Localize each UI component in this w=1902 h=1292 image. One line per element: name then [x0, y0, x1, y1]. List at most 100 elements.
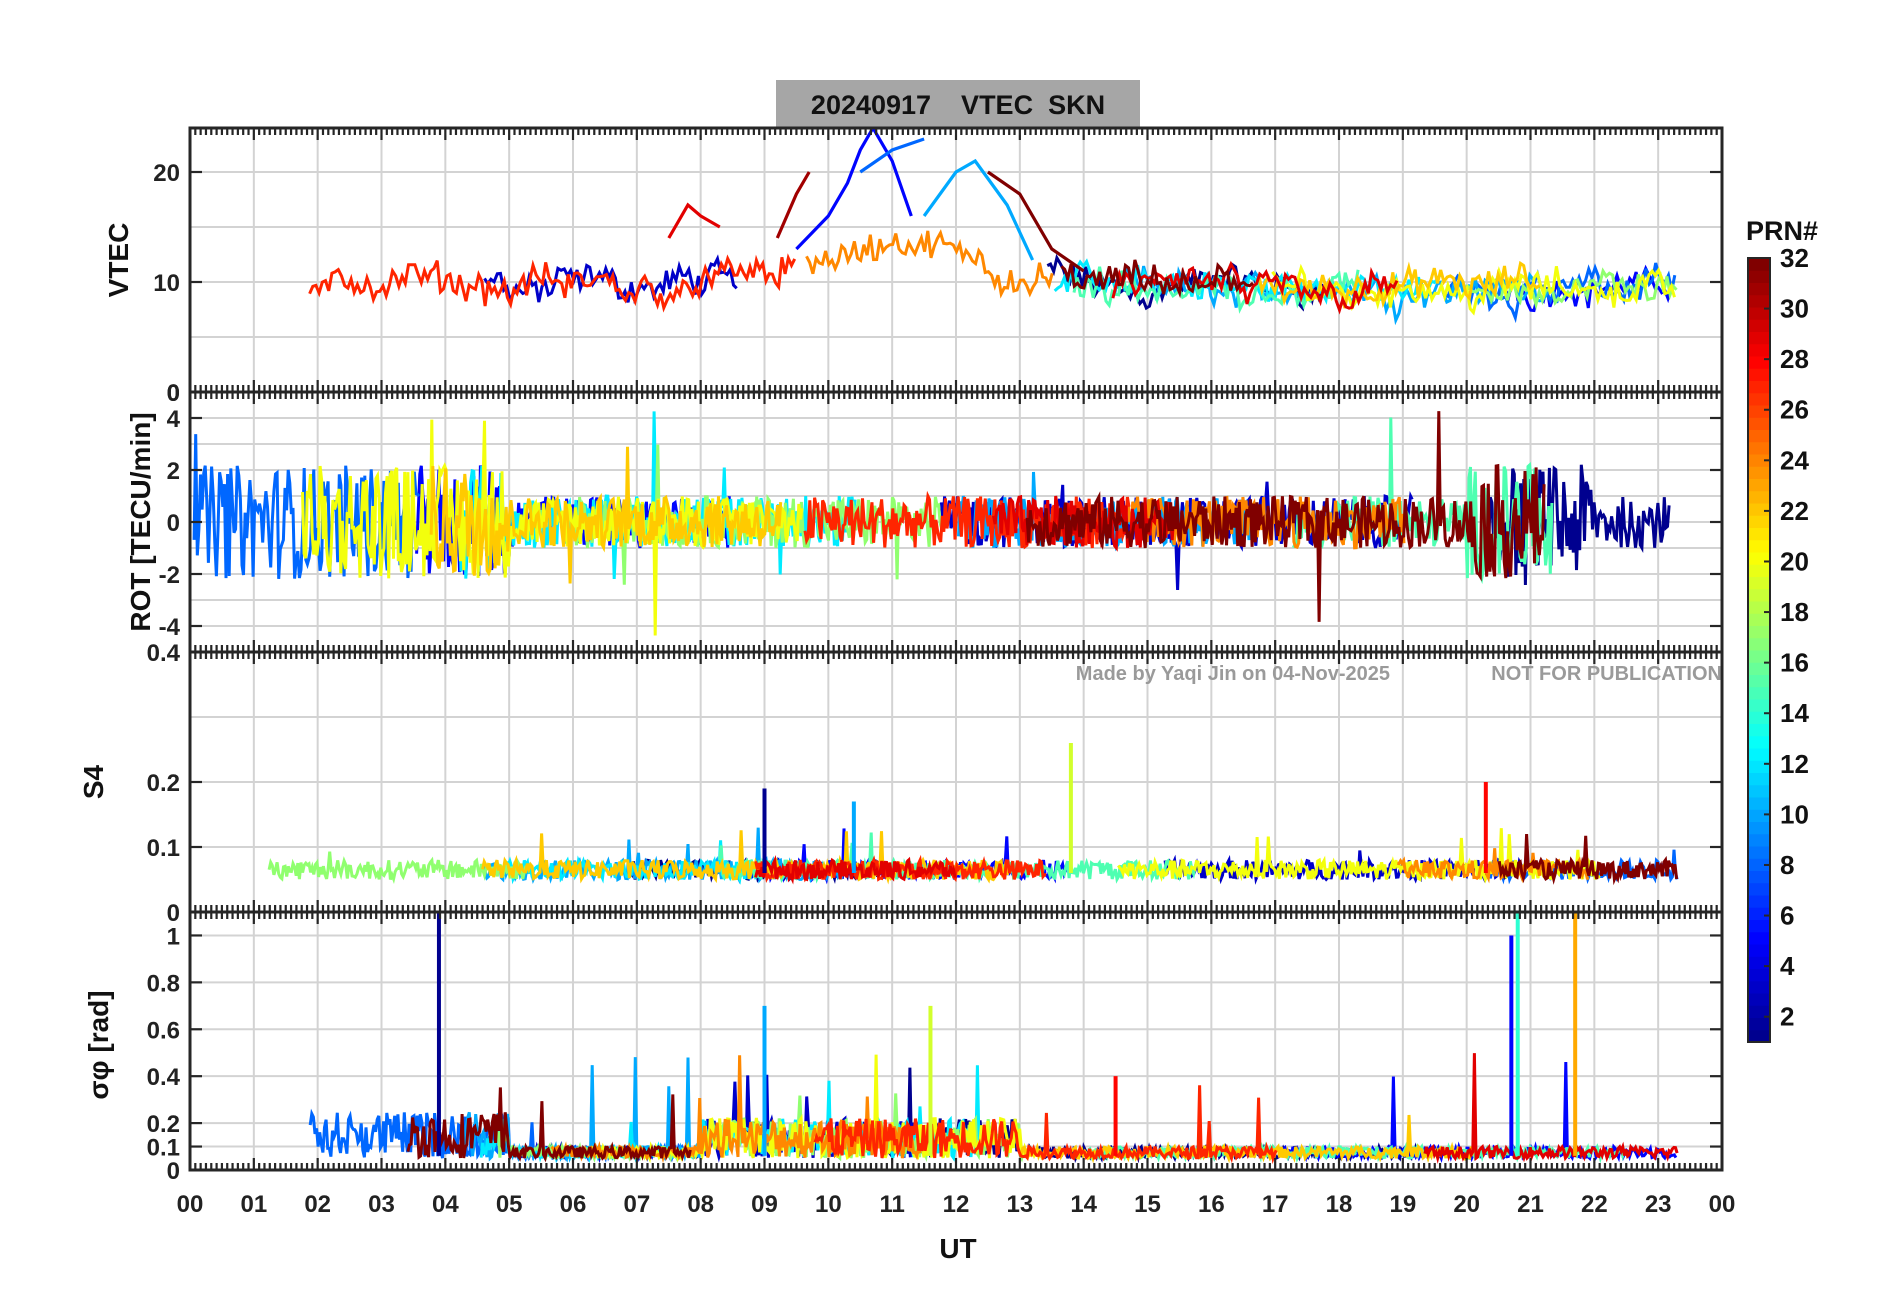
- colorbar-segment: [1748, 307, 1770, 320]
- colorbar-segment: [1748, 539, 1770, 553]
- colorbar-tick-label: 12: [1780, 749, 1809, 779]
- colorbar-segment: [1748, 895, 1770, 908]
- colorbar-segment: [1748, 882, 1770, 896]
- prn-trace: [308, 253, 797, 313]
- colorbar-tick-label: 6: [1780, 901, 1794, 931]
- y-tick-label: 0: [167, 1158, 180, 1185]
- x-tick-label: 17: [1262, 1191, 1289, 1218]
- colorbar-segment: [1748, 674, 1770, 688]
- prn-trace: [301, 419, 804, 636]
- data-traces: [308, 912, 1679, 1165]
- colorbar-tick-label: 24: [1780, 445, 1809, 475]
- prn-trace: [267, 851, 528, 885]
- colorbar-segment: [1748, 637, 1770, 651]
- x-tick-label: 22: [1581, 1191, 1608, 1218]
- x-tick-label: 16: [1198, 1191, 1225, 1218]
- x-tick-label: 01: [240, 1191, 267, 1218]
- x-tick-label: 09: [751, 1191, 778, 1218]
- colorbar-segment: [1748, 944, 1770, 957]
- colorbar-segment: [1748, 821, 1770, 835]
- colorbar-segment: [1748, 503, 1770, 516]
- watermark-author: Made by Yaqi Jin on 04-Nov-2025: [1076, 663, 1390, 685]
- colorbar-segment: [1748, 552, 1770, 565]
- data-traces: [267, 743, 1679, 886]
- colorbar-segment: [1748, 601, 1770, 614]
- colorbar-tick-label: 14: [1780, 698, 1809, 728]
- colorbar-segment: [1748, 515, 1770, 528]
- colorbar-segment: [1748, 760, 1770, 773]
- colorbar-segment: [1748, 405, 1770, 418]
- x-tick-label: 14: [1070, 1191, 1097, 1218]
- colorbar-segment: [1748, 723, 1770, 737]
- panel-sigma-phi: 00.10.2 0.4 0.6 0.8 1 σφ [rad]: [83, 910, 1724, 1185]
- x-tick-label: 20: [1453, 1191, 1480, 1218]
- panel-rot: -4 -2 0 2 4 0.4 ROT [TECU/min]: [125, 390, 1724, 667]
- colorbar-segment: [1748, 809, 1770, 822]
- prn-trace: [1465, 267, 1678, 311]
- colorbar-segment: [1748, 576, 1770, 590]
- colorbar-tick-label: 18: [1780, 597, 1809, 627]
- x-tick-label: 13: [1006, 1191, 1033, 1218]
- y-tick-label: 4: [167, 406, 181, 433]
- y-axis-label: S4: [78, 764, 109, 799]
- x-tick-label: 15: [1134, 1191, 1161, 1218]
- data-traces: [192, 411, 1671, 636]
- colorbar-segment: [1748, 258, 1770, 271]
- prn-series-line: [795, 128, 913, 251]
- title-box: [776, 80, 1140, 128]
- colorbar-segment: [1748, 858, 1770, 871]
- colorbar-segment: [1748, 1005, 1770, 1018]
- colorbar-tick-label: 22: [1780, 496, 1809, 526]
- colorbar-segment: [1748, 846, 1770, 859]
- colorbar-segment: [1748, 429, 1770, 443]
- colorbar-segment: [1748, 833, 1770, 847]
- y-tick-label: 0.2: [147, 1111, 180, 1138]
- colorbar-segment: [1748, 527, 1770, 541]
- x-tick-label: 19: [1389, 1191, 1416, 1218]
- x-tick-label: 23: [1645, 1191, 1672, 1218]
- prn-series-line: [667, 202, 721, 239]
- colorbar-segment: [1748, 931, 1770, 945]
- colorbar-tick-label: 10: [1780, 799, 1809, 829]
- colorbar-tick-label: 30: [1780, 294, 1809, 324]
- prn-series-line: [859, 137, 925, 174]
- colorbar-segment: [1748, 282, 1770, 296]
- colorbar-segment: [1748, 564, 1770, 577]
- colorbar-segment: [1748, 907, 1770, 920]
- colorbar-tick-label: 2: [1780, 1002, 1794, 1032]
- prn-trace: [1497, 834, 1679, 886]
- colorbar-segment: [1748, 331, 1770, 345]
- colorbar-segment: [1748, 968, 1770, 982]
- colorbar-tick-label: 26: [1780, 395, 1809, 425]
- prn-trace: [1025, 411, 1546, 622]
- x-tick-label: 10: [815, 1191, 842, 1218]
- x-tick-label: 18: [1326, 1191, 1353, 1218]
- prn-series-line: [775, 171, 811, 239]
- colorbar-segment: [1748, 735, 1770, 749]
- y-tick-label: 10: [153, 270, 180, 297]
- colorbar-segment: [1748, 797, 1770, 810]
- y-tick-label: 20: [153, 160, 180, 187]
- prn-trace: [480, 827, 841, 885]
- y-tick-label: 0.8: [147, 970, 180, 997]
- colorbar-segment: [1748, 613, 1770, 626]
- colorbar-segment: [1748, 270, 1770, 283]
- colorbar-segment: [1748, 686, 1770, 700]
- y-tick-label: 0: [167, 510, 180, 537]
- x-tick-label: 06: [560, 1191, 587, 1218]
- colorbar-segment: [1748, 478, 1770, 492]
- colorbar-tick-label: 32: [1780, 243, 1809, 273]
- colorbar-segment: [1748, 784, 1770, 798]
- y-axis-label: σφ [rad]: [83, 990, 114, 1099]
- colorbar-segment: [1748, 662, 1770, 675]
- x-tick-label: 12: [943, 1191, 970, 1218]
- x-tick-label: 21: [1517, 1191, 1544, 1218]
- x-tick-label: 00: [177, 1191, 204, 1218]
- colorbar-segment: [1748, 980, 1770, 994]
- y-tick-label: -2: [159, 562, 180, 589]
- prn-trace: [406, 1087, 692, 1163]
- x-tick-label: 05: [496, 1191, 523, 1218]
